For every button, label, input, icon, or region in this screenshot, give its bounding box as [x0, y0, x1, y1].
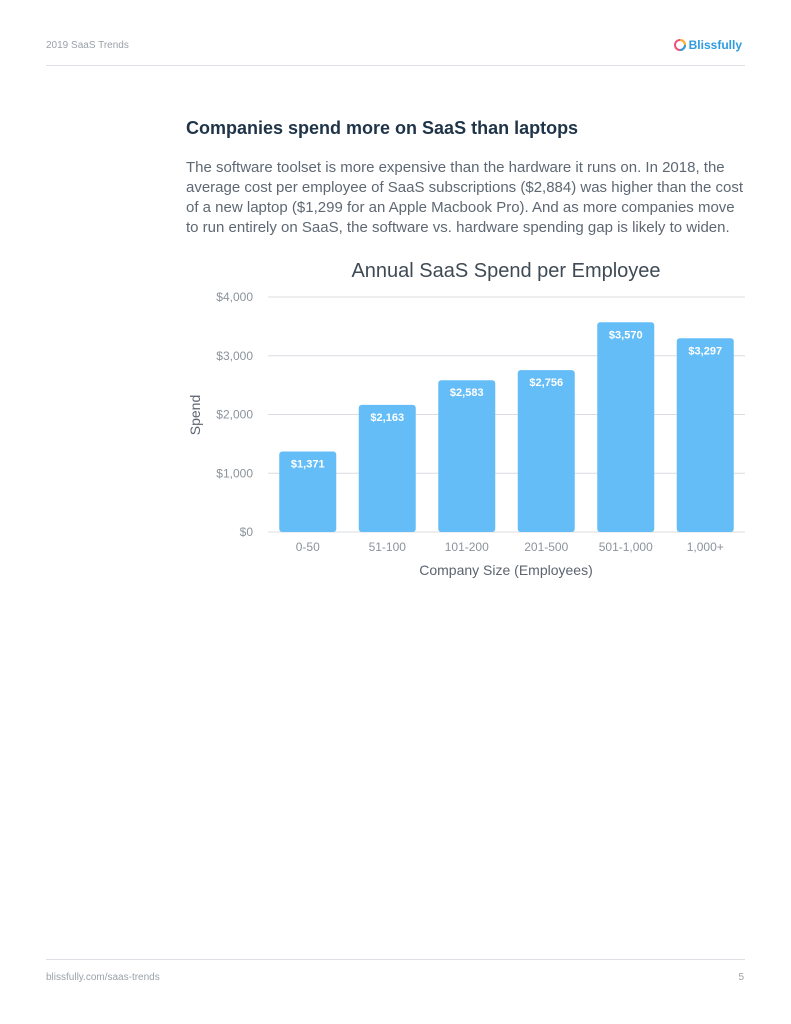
x-tick-label: 101-200	[445, 540, 489, 554]
chart-title: Annual SaaS Spend per Employee	[351, 260, 660, 282]
bar-value-label: $2,583	[450, 387, 484, 399]
y-tick-label: $2,000	[216, 408, 253, 422]
x-tick-label: 51-100	[369, 540, 407, 554]
bar	[279, 451, 337, 532]
page-number: 5	[738, 972, 744, 983]
footer-url: blissfully.com/saas-trends	[46, 972, 160, 983]
bar-value-label: $3,570	[609, 329, 643, 341]
section-paragraph: The software toolset is more expensive t…	[186, 159, 743, 236]
bar	[358, 404, 416, 532]
section-title: Companies spend more on SaaS than laptop…	[186, 118, 579, 138]
y-axis-label: Spend	[187, 395, 203, 435]
bar	[517, 370, 575, 532]
blissfully-logo-icon	[673, 39, 686, 51]
x-tick-label: 0-50	[296, 540, 320, 554]
brand-logo: Blissfully	[673, 38, 742, 52]
bar-value-label: $2,163	[370, 412, 404, 424]
spend-bar-chart: Annual SaaS Spend per Employee $0$1,000$…	[187, 260, 745, 578]
bar	[597, 322, 655, 532]
x-tick-label: 1,000+	[687, 540, 724, 554]
logo-text: Blissfully	[688, 38, 742, 52]
x-axis-label: Company Size (Employees)	[419, 562, 593, 578]
x-tick-label: 501-1,000	[599, 540, 653, 554]
y-tick-label: $4,000	[216, 290, 253, 304]
bar	[676, 338, 734, 532]
document-header-title: 2019 SaaS Trends	[46, 40, 129, 51]
y-tick-label: $3,000	[216, 349, 253, 363]
chart-gridlines	[268, 296, 745, 533]
bar-value-label: $3,297	[688, 345, 722, 357]
x-axis-ticks: 0-50 51-100 101-200 201-500 501-1,000 1,000+	[296, 540, 724, 554]
bar-value-label: $1,371	[291, 458, 325, 470]
header-divider	[46, 65, 745, 66]
x-tick-label: 201-500	[524, 540, 568, 554]
bar-value-label: $2,756	[529, 377, 563, 389]
chart-bars: $1,371 $2,163 $2,583 $2,756 $3,570 $3,297	[279, 322, 734, 532]
y-tick-label: $0	[240, 525, 254, 539]
footer-divider	[46, 959, 745, 960]
y-tick-label: $1,000	[216, 466, 253, 480]
y-axis-ticks: $0 $1,000 $2,000 $3,000 $4,000	[216, 290, 253, 539]
bar	[438, 380, 496, 532]
